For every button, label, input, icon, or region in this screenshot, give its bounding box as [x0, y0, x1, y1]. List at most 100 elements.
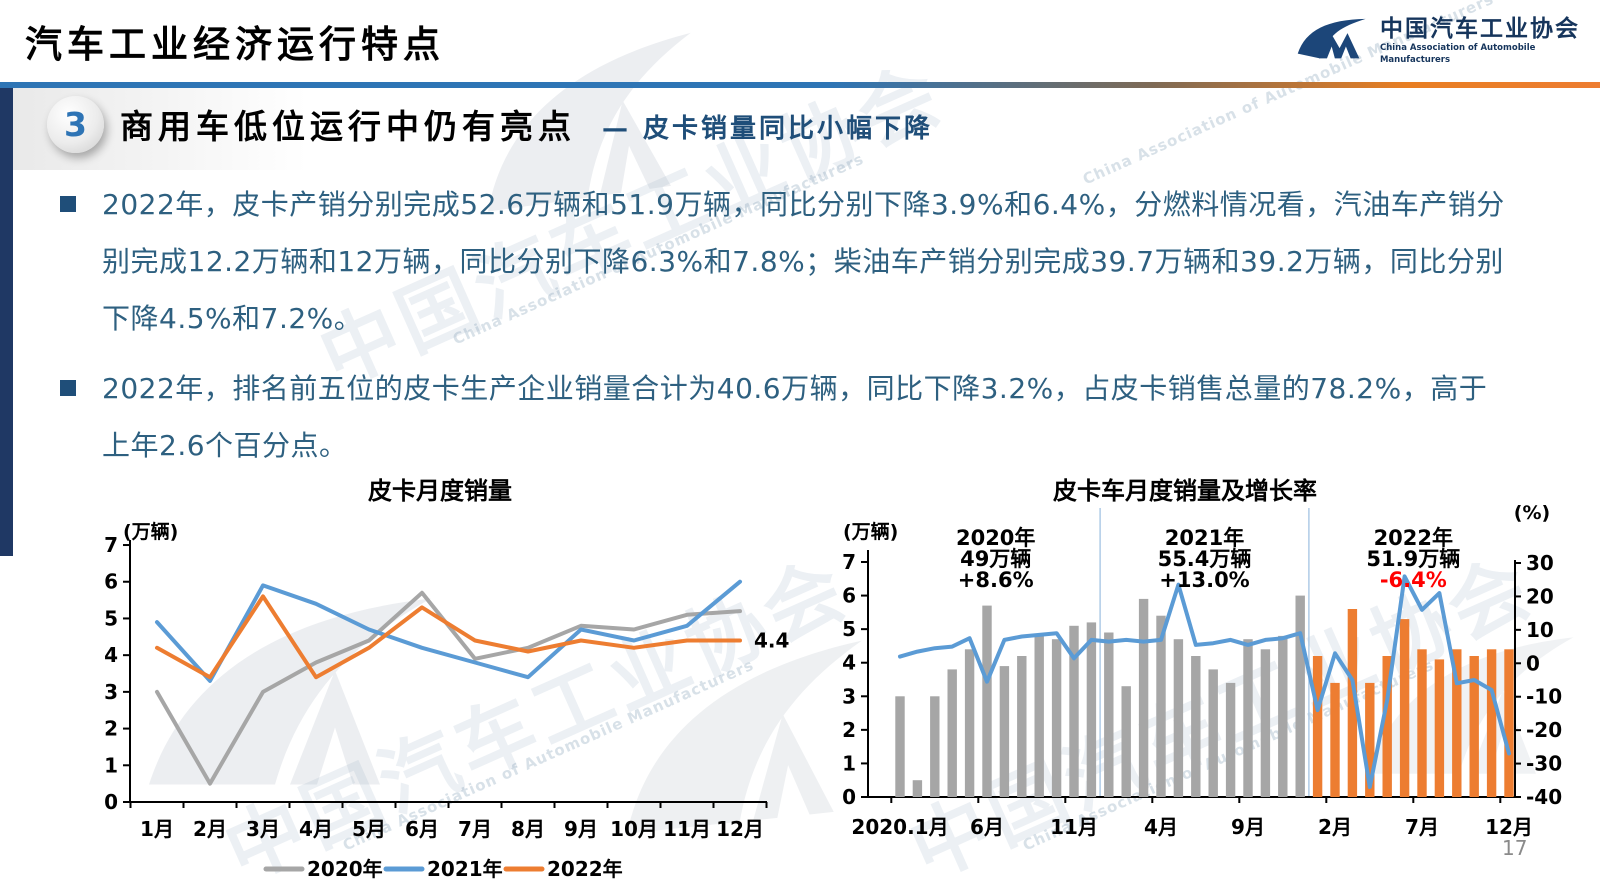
sales-bar-m24 [1295, 595, 1305, 797]
x-tick-label: 7月 [458, 817, 492, 841]
y-left-tick-label: 4 [842, 651, 856, 675]
sales-bar-m14 [1121, 686, 1131, 797]
y-left-unit-label: (万辆) [843, 520, 898, 543]
sales-bar-m29 [1382, 656, 1392, 797]
section-heading: 商用车低位运行中仍有亮点 — 皮卡销量同比小幅下降 [120, 100, 933, 148]
sales-bar-m18 [1191, 656, 1201, 797]
bullet-square-icon [60, 196, 76, 212]
chart-title: 皮卡车月度销量及增长率 [1053, 477, 1317, 505]
y-right-unit-label: (%) [1514, 502, 1550, 524]
y-tick-label: 4 [104, 643, 118, 667]
series-line-2021年 [155, 579, 742, 683]
x-tick-label: 12月 [716, 817, 764, 841]
y-tick-label: 1 [104, 753, 118, 777]
x-tick-label: 7月 [1405, 815, 1439, 839]
sales-bar-m33 [1452, 649, 1462, 797]
bullet-text: 2022年，排名前五位的皮卡生产企业销量合计为40.6万辆，同比下降3.2%，占… [102, 372, 1488, 462]
page-number: 17 [1502, 836, 1528, 860]
y-right-tick-label: 0 [1526, 651, 1540, 675]
y-left-tick-label: 5 [842, 617, 856, 641]
x-tick-label: 9月 [1231, 815, 1265, 839]
legend-label-2020年: 2020年 [307, 857, 383, 881]
sales-bar-m19 [1208, 669, 1218, 797]
legend-label-2022年: 2022年 [547, 857, 623, 881]
sales-bar-m11 [1069, 625, 1079, 797]
y-left-tick-label: 2 [842, 718, 856, 742]
sales-bar-m36 [1504, 649, 1514, 797]
sales-bar-m5 [964, 649, 975, 797]
x-tick-label: 2020.1月 [851, 815, 948, 839]
x-tick-label: 1月 [140, 817, 174, 841]
bullet-square-icon [60, 380, 76, 396]
pickup-sales-growth-chart: 皮卡车月度销量及增长率 (万辆) (%) 0 1 2 3 4 5 6 7 30 20 10 0 -10 -20 -… [842, 477, 1562, 839]
sales-bar-m25 [1312, 656, 1323, 797]
sales-bar-m13 [1104, 632, 1114, 797]
legend-label-2021年: 2021年 [427, 857, 503, 881]
sales-bar-m12 [1086, 622, 1097, 797]
sales-bar-m1 [895, 696, 905, 797]
x-tick-label: 8月 [511, 817, 545, 841]
y-tick-label: 3 [104, 680, 118, 704]
y-left-tick-label: 7 [842, 550, 856, 574]
sales-bar-m17 [1173, 639, 1184, 797]
header-divider-line [0, 82, 1600, 88]
sales-bar-m35 [1486, 649, 1497, 797]
y-left-tick-label: 0 [842, 785, 856, 809]
chart-title: 皮卡月度销量 [368, 477, 512, 505]
y-tick-label: 2 [104, 717, 118, 741]
annotation-total: 49万辆 [960, 547, 1031, 571]
page-title: 汽车工业经济运行特点 [25, 23, 445, 66]
y-right-tick-label: -10 [1526, 685, 1562, 709]
x-tick-label: 9月 [564, 817, 598, 841]
y-right-tick-label: 20 [1526, 584, 1554, 608]
axis-line [129, 540, 767, 803]
sales-bar-m27 [1347, 609, 1358, 797]
x-tick-label: 11月 [1050, 815, 1098, 839]
caam-logo-name-en: China Association of Automobile Manufact… [1379, 43, 1536, 65]
y-right-tick-label: -30 [1526, 752, 1562, 776]
annotation-total: 51.9万辆 [1366, 547, 1460, 571]
section-number: 3 [64, 105, 87, 144]
bullet-item: 2022年，排名前五位的皮卡生产企业销量合计为40.6万辆，同比下降3.2%，占… [58, 360, 1518, 474]
y-right-tick-label: -20 [1526, 718, 1562, 742]
sales-bar-m9 [1034, 635, 1044, 797]
x-tick-label: 6月 [405, 817, 439, 841]
x-tick-label: 3月 [246, 817, 280, 841]
y-axis-unit-label: (万辆) [123, 520, 178, 543]
sales-bar-m31 [1417, 649, 1427, 797]
sales-bar-m20 [1225, 682, 1236, 797]
x-tick-label: 12月 [1485, 815, 1533, 839]
sales-bar-m7 [999, 666, 1010, 797]
x-tick-label: 5月 [352, 817, 386, 841]
y-left-tick-label: 1 [842, 751, 856, 775]
y-left-tick-label: 6 [842, 584, 856, 608]
y-right-tick-label: -40 [1526, 785, 1562, 809]
section-title: 商用车低位运行中仍有亮点 [120, 107, 576, 146]
bullet-item: 2022年，皮卡产销分别完成52.6万辆和51.9万辆，同比分别下降3.9%和6… [58, 176, 1518, 347]
sales-bar-m10 [1051, 639, 1062, 797]
x-tick-label: 11月 [663, 817, 711, 841]
sales-bar-m28 [1365, 682, 1375, 797]
x-tick-label: 4月 [299, 817, 333, 841]
sales-bar-m16 [1156, 615, 1166, 797]
annotation-total: 55.4万辆 [1158, 547, 1252, 571]
y-tick-label: 0 [104, 790, 118, 814]
sales-bar-m23 [1278, 635, 1288, 797]
sales-bar-m22 [1260, 649, 1271, 797]
annotation-year: 2020年 [956, 526, 1035, 550]
y-right-tick-label: 30 [1526, 551, 1554, 575]
sales-bar-m8 [1017, 656, 1027, 797]
end-value-label: 4.4 [754, 628, 789, 652]
x-tick-label: 2月 [1318, 815, 1352, 839]
bullet-text: 2022年，皮卡产销分别完成52.6万辆和51.9万辆，同比分别下降3.9%和6… [102, 188, 1505, 335]
sales-bar-m34 [1469, 656, 1479, 797]
sales-bar-m4 [947, 669, 957, 797]
caam-logo: 中国汽车工业协会 China Association of Automobile… [1293, 16, 1600, 66]
sales-bar-m26 [1330, 682, 1340, 797]
y-tick-label: 7 [104, 533, 118, 557]
sales-bar-m30 [1399, 619, 1410, 797]
section-number-badge: 3 [47, 96, 104, 153]
y-left-tick-label: 3 [842, 684, 856, 708]
